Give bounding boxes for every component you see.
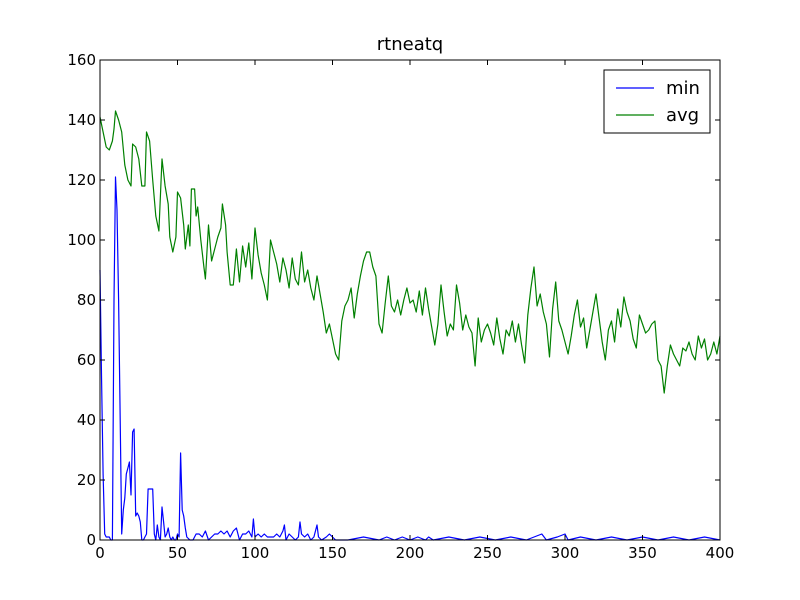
legend: min avg xyxy=(603,69,711,134)
legend-box xyxy=(603,69,711,134)
x-tick-label: 400 xyxy=(706,544,735,562)
y-tick-label: 40 xyxy=(77,411,96,429)
x-tick-label: 300 xyxy=(551,544,580,562)
y-axis: 0 20 40 60 80 100 120 140 160 xyxy=(67,51,720,549)
y-tick-label: 20 xyxy=(77,471,96,489)
x-tick-label: 0 xyxy=(95,544,105,562)
legend-label-min: min xyxy=(666,78,700,99)
x-tick-label: 250 xyxy=(473,544,502,562)
legend-label-avg: avg xyxy=(666,105,699,126)
x-tick-label: 350 xyxy=(628,544,657,562)
y-tick-label: 0 xyxy=(86,531,96,549)
chart-title: rtneatq xyxy=(377,34,443,55)
y-tick-label: 140 xyxy=(67,111,96,129)
y-tick-label: 60 xyxy=(77,351,96,369)
y-tick-label: 80 xyxy=(77,291,96,309)
x-tick-label: 50 xyxy=(168,544,187,562)
x-tick-label: 150 xyxy=(318,544,347,562)
series-line-avg xyxy=(99,110,721,394)
y-tick-label: 120 xyxy=(67,171,96,189)
x-tick-label: 200 xyxy=(396,544,425,562)
x-axis: 0 50 100 150 200 250 300 350 400 xyxy=(95,60,734,562)
plot-area xyxy=(99,110,721,541)
y-tick-label: 160 xyxy=(67,51,96,69)
series-line-min xyxy=(99,176,721,541)
x-tick-label: 100 xyxy=(241,544,270,562)
y-tick-label: 100 xyxy=(67,231,96,249)
